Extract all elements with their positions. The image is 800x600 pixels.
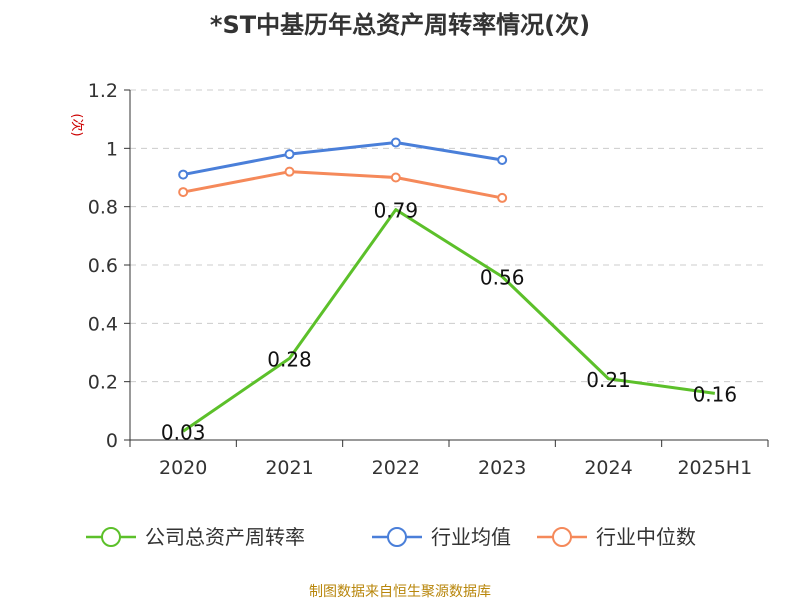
series-2	[178, 166, 508, 203]
data-label: 0.56	[480, 266, 525, 290]
data-point	[178, 187, 189, 198]
series-line	[182, 141, 503, 177]
legend-label: 行业中位数	[596, 525, 696, 549]
x-tick-label: 2022	[372, 457, 420, 479]
y-tick-label: 0.2	[88, 372, 118, 394]
y-axis-label: (次)	[69, 113, 85, 136]
legend: 公司总资产周转率 行业均值 行业中位数	[86, 525, 696, 549]
data-point	[390, 137, 401, 148]
data-label: 0.21	[586, 368, 631, 392]
y-tick-label: 0.6	[88, 255, 118, 277]
data-label: 0.16	[693, 382, 738, 406]
x-tick-label: 2020	[159, 457, 207, 479]
legend-label: 公司总资产周转率	[145, 525, 305, 549]
data-point	[178, 169, 189, 180]
y-tick-label: 1	[106, 138, 118, 160]
data-label: 0.03	[161, 420, 206, 444]
data-point	[497, 155, 508, 165]
x-tick-label: 2023	[478, 457, 526, 479]
legend-item: 行业中位数	[537, 525, 696, 549]
legend-marker	[101, 527, 121, 547]
legend-marker	[387, 527, 407, 547]
grid	[130, 89, 768, 383]
data-point	[497, 192, 508, 203]
x-tick-label: 2025H1	[677, 457, 752, 479]
y-tick-label: 0.4	[88, 313, 118, 335]
y-tick-label: 1.2	[88, 80, 118, 102]
legend-label: 行业均值	[431, 525, 511, 549]
legend-marker	[552, 527, 572, 547]
legend-item: 公司总资产周转率	[86, 525, 305, 549]
data-point	[284, 149, 295, 160]
x-tick-label: 2021	[265, 457, 313, 479]
y-tick-label: 0	[106, 430, 118, 452]
source-note: 制图数据来自恒生聚源数据库	[309, 584, 491, 600]
series-line	[182, 208, 716, 433]
series-layer	[178, 137, 716, 433]
series-1	[178, 137, 508, 180]
axes: 0 0.2 0.4 0.6 0.8 1 1.2 2020 2021 2022 2023 2024 202…	[88, 80, 769, 479]
data-label: 0.79	[374, 199, 419, 223]
series-0	[182, 208, 716, 433]
series-line	[182, 170, 503, 200]
data-labels: 0.03 0.28 0.79 0.56 0.21 0.16	[161, 199, 737, 445]
legend-item: 行业均值	[372, 525, 511, 549]
data-point	[284, 166, 295, 177]
data-label: 0.28	[267, 347, 312, 371]
data-point	[390, 172, 401, 183]
chart-title: *ST中基历年总资产周转率情况(次)	[210, 11, 590, 39]
x-tick-label: 2024	[584, 457, 632, 479]
y-tick-label: 0.8	[88, 197, 118, 219]
